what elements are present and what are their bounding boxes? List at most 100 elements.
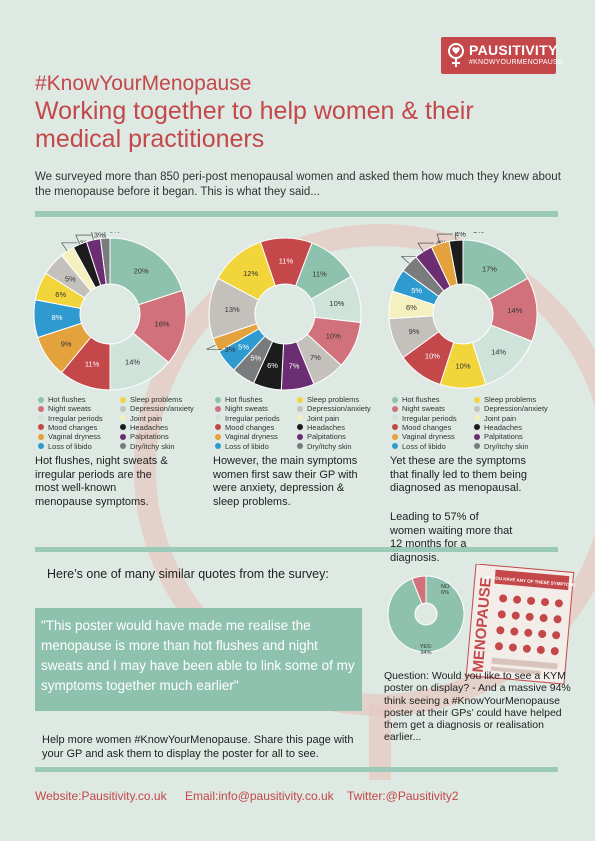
slice-label-sleep-problems: 12% xyxy=(243,269,258,278)
slice-label-depression-anxiety: 13% xyxy=(225,305,240,314)
legend-swatch xyxy=(215,396,221,403)
legend-item-irregular-periods: Irregular periods xyxy=(38,414,103,424)
slice-label-hot-flushes: 20% xyxy=(134,267,149,276)
twitter-link[interactable]: Twitter:@Pausitivity2 xyxy=(347,789,459,803)
legend-swatch xyxy=(297,424,303,431)
page-title: Working together to help women & their m… xyxy=(35,97,474,153)
legend-label: Headaches xyxy=(130,422,168,432)
legend-item-depression-anxiety: Depression/anxiety xyxy=(120,404,194,414)
legend-label: Irregular periods xyxy=(402,413,457,423)
legend-item-mood-changes: Mood changes xyxy=(392,423,451,433)
slice-label-mood-changes: 10% xyxy=(425,352,440,361)
legend-item-dry-itchy-skin: Dry/itchy skin xyxy=(474,442,529,452)
legend-label: Mood changes xyxy=(48,422,98,432)
legend-swatch xyxy=(215,415,221,422)
legend-item-night-sweats: Night sweats xyxy=(38,404,91,414)
leader-line-palpitations xyxy=(417,242,434,252)
legend-swatch xyxy=(297,433,303,440)
slice-label-night-sweats: 14% xyxy=(507,306,522,315)
legend-label: Dry/itchy skin xyxy=(130,441,175,451)
slice-dry-itchy-skin xyxy=(99,237,111,285)
legend-label: Loss of libido xyxy=(225,441,269,451)
legend-item-night-sweats: Night sweats xyxy=(392,404,445,414)
legend-swatch xyxy=(297,443,303,449)
legend-label: Joint pain xyxy=(130,413,163,423)
legend-label: Joint pain xyxy=(307,413,340,423)
legend-item-mood-changes: Mood changes xyxy=(38,423,97,433)
legend-label: Hot flushes xyxy=(402,395,440,404)
legend-label: Loss of libido xyxy=(402,441,446,451)
slice-yes xyxy=(387,575,465,653)
legend-item-hot-flushes: Hot flushes xyxy=(392,395,440,405)
legend-chart-1: Hot flushes Sleep problems Night sweats Dep… xyxy=(38,395,198,451)
legend-label: Sleep problems xyxy=(130,395,183,404)
pausitivity-logo: PAUSITIVITY #KNOWYOURMENOPAUSE xyxy=(441,37,563,74)
poll-question-text: Question: Would you like to see a KYM po… xyxy=(384,670,571,744)
legend-swatch xyxy=(474,405,480,412)
legend-item-hot-flushes: Hot flushes xyxy=(38,395,86,405)
slice-label-depression-anxiety: 7% xyxy=(310,353,321,362)
slice-headaches xyxy=(448,239,464,286)
slice-label-no: NO: 6% xyxy=(441,584,451,596)
legend-swatch xyxy=(38,424,44,431)
slice-label-night-sweats: 10% xyxy=(326,331,341,340)
slice-label-loss-of-libido: 5% xyxy=(411,286,422,295)
legend-item-irregular-periods: Irregular periods xyxy=(392,414,457,424)
legend-swatch xyxy=(297,396,303,403)
legend-swatch xyxy=(392,433,398,440)
legend-swatch xyxy=(38,415,44,422)
slice-label-depression-anxiety: 5% xyxy=(65,274,76,283)
legend-swatch xyxy=(392,405,398,412)
legend-label: Night sweats xyxy=(48,404,91,414)
legend-label: Palpitations xyxy=(484,432,523,442)
legend-swatch xyxy=(392,424,398,431)
legend-item-vaginal-dryness: Vaginal dryness xyxy=(392,432,455,442)
slice-label-loss-of-libido: 5% xyxy=(238,343,249,352)
slice-label-irregular-periods: 10% xyxy=(329,299,344,308)
legend-swatch xyxy=(215,433,221,440)
divider-middle xyxy=(35,547,558,552)
legend-item-dry-itchy-skin: Dry/itchy skin xyxy=(297,442,352,452)
legend-label: Vaginal dryness xyxy=(225,432,278,442)
legend-swatch xyxy=(38,405,44,412)
legend-swatch xyxy=(215,443,221,449)
email-link[interactable]: Email:info@pausitivity.co.uk xyxy=(185,789,334,803)
legend-swatch xyxy=(215,405,221,412)
legend-swatch xyxy=(392,396,398,403)
legend-label: Dry/itchy skin xyxy=(307,441,352,451)
legend-item-palpitations: Palpitations xyxy=(297,432,346,442)
legend-label: Palpitations xyxy=(307,432,346,442)
legend-swatch xyxy=(392,443,398,449)
slice-label-mood-changes: 11% xyxy=(279,257,294,266)
website-link[interactable]: Website:Pausitivity.co.uk xyxy=(35,789,167,803)
slice-label-headaches: 6% xyxy=(267,361,278,370)
legend-item-palpitations: Palpitations xyxy=(474,432,523,442)
leader-line-headaches xyxy=(454,232,457,241)
legend-label: Depression/anxiety xyxy=(130,404,194,414)
legend-item-vaginal-dryness: Vaginal dryness xyxy=(215,432,278,442)
brand-tagline: #KNOWYOURMENOPAUSE xyxy=(469,59,563,66)
legend-chart-3: Hot flushes Sleep problems Night sweats Dep… xyxy=(392,395,552,452)
legend-item-depression-anxiety: Depression/anxiety xyxy=(474,404,548,414)
legend-swatch xyxy=(120,433,126,440)
legend-item-loss-of-libido: Loss of libido xyxy=(392,442,446,452)
brand-name: PAUSITIVITY xyxy=(469,42,558,58)
hashtag-heading: #KnowYourMenopause xyxy=(35,72,252,95)
leader-line-vaginal-dryness xyxy=(436,233,454,244)
intro-text: We surveyed more than 850 peri-post meno… xyxy=(35,171,561,198)
chart-known-symptoms: 20%16%14%11%9%8%6%5%3%3%3%2% xyxy=(33,232,187,391)
venus-heart-icon xyxy=(448,43,464,67)
legend-swatch xyxy=(474,433,480,440)
legend-label: Headaches xyxy=(484,422,522,432)
legend-label: Vaginal dryness xyxy=(48,432,101,442)
legend-label: Hot flushes xyxy=(48,395,86,404)
leader-line-dry-itchy-skin xyxy=(401,256,418,264)
chart-poster-poll: YES: 94% NO: 6% xyxy=(387,575,465,656)
legend-label: Palpitations xyxy=(130,432,169,442)
slice-label-hot-flushes: 17% xyxy=(482,265,497,274)
legend-item-loss-of-libido: Loss of libido xyxy=(215,442,269,452)
legend-item-hot-flushes: Hot flushes xyxy=(215,395,263,405)
slice-label-vaginal-dryness: 3% xyxy=(225,345,236,354)
leader-line-vaginal-dryness xyxy=(206,344,223,350)
legend-label: Headaches xyxy=(307,422,345,432)
